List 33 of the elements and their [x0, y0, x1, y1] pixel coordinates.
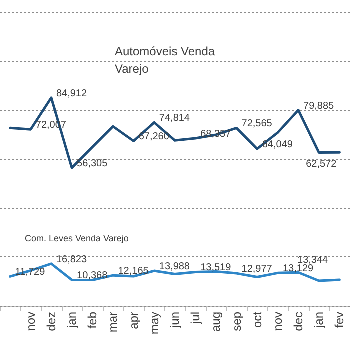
- data-label: 13,519: [200, 262, 232, 274]
- data-label: 13,988: [159, 262, 190, 273]
- chart-title: Com. Leves Venda Varejo: [25, 234, 129, 244]
- x-tick-label: nov: [270, 312, 285, 332]
- data-label: 62,572: [306, 159, 338, 170]
- x-tick-label: aug: [209, 312, 224, 332]
- x-tick-label: jan: [312, 312, 326, 330]
- x-tick-label: oct: [250, 311, 264, 328]
- x-tick-label: dec: [292, 312, 306, 332]
- data-label: 74,814: [159, 113, 190, 124]
- x-tick-label: jul: [188, 312, 203, 326]
- x-tick-label: dez: [44, 312, 58, 332]
- data-label: 67,260: [138, 132, 170, 143]
- data-label: 12,165: [118, 266, 150, 278]
- x-tick-label: feb: [86, 312, 100, 329]
- data-label: 16,823: [56, 254, 88, 266]
- data-label: 64,049: [262, 140, 294, 151]
- x-tick-label: mar: [106, 312, 120, 333]
- data-label: 12,977: [242, 264, 273, 276]
- x-tick-label: nov: [24, 312, 38, 332]
- data-label: 84,912: [56, 88, 88, 100]
- data-label: 72,565: [242, 118, 273, 130]
- data-label: 13,129: [282, 264, 314, 275]
- x-tick-label: jun: [168, 312, 182, 330]
- x-tick-label: sep: [230, 312, 244, 332]
- x-tick-label: fev: [332, 312, 347, 328]
- data-label: 79,885: [304, 100, 335, 112]
- text: Automóveis Venda Varejo: [115, 44, 218, 76]
- data-label: 56,305: [77, 158, 108, 170]
- data-label: 10,368: [77, 270, 108, 282]
- x-tick-label: may: [147, 312, 162, 335]
- x-tick-label: apr: [126, 312, 141, 330]
- x-tick-label: jan: [65, 312, 80, 330]
